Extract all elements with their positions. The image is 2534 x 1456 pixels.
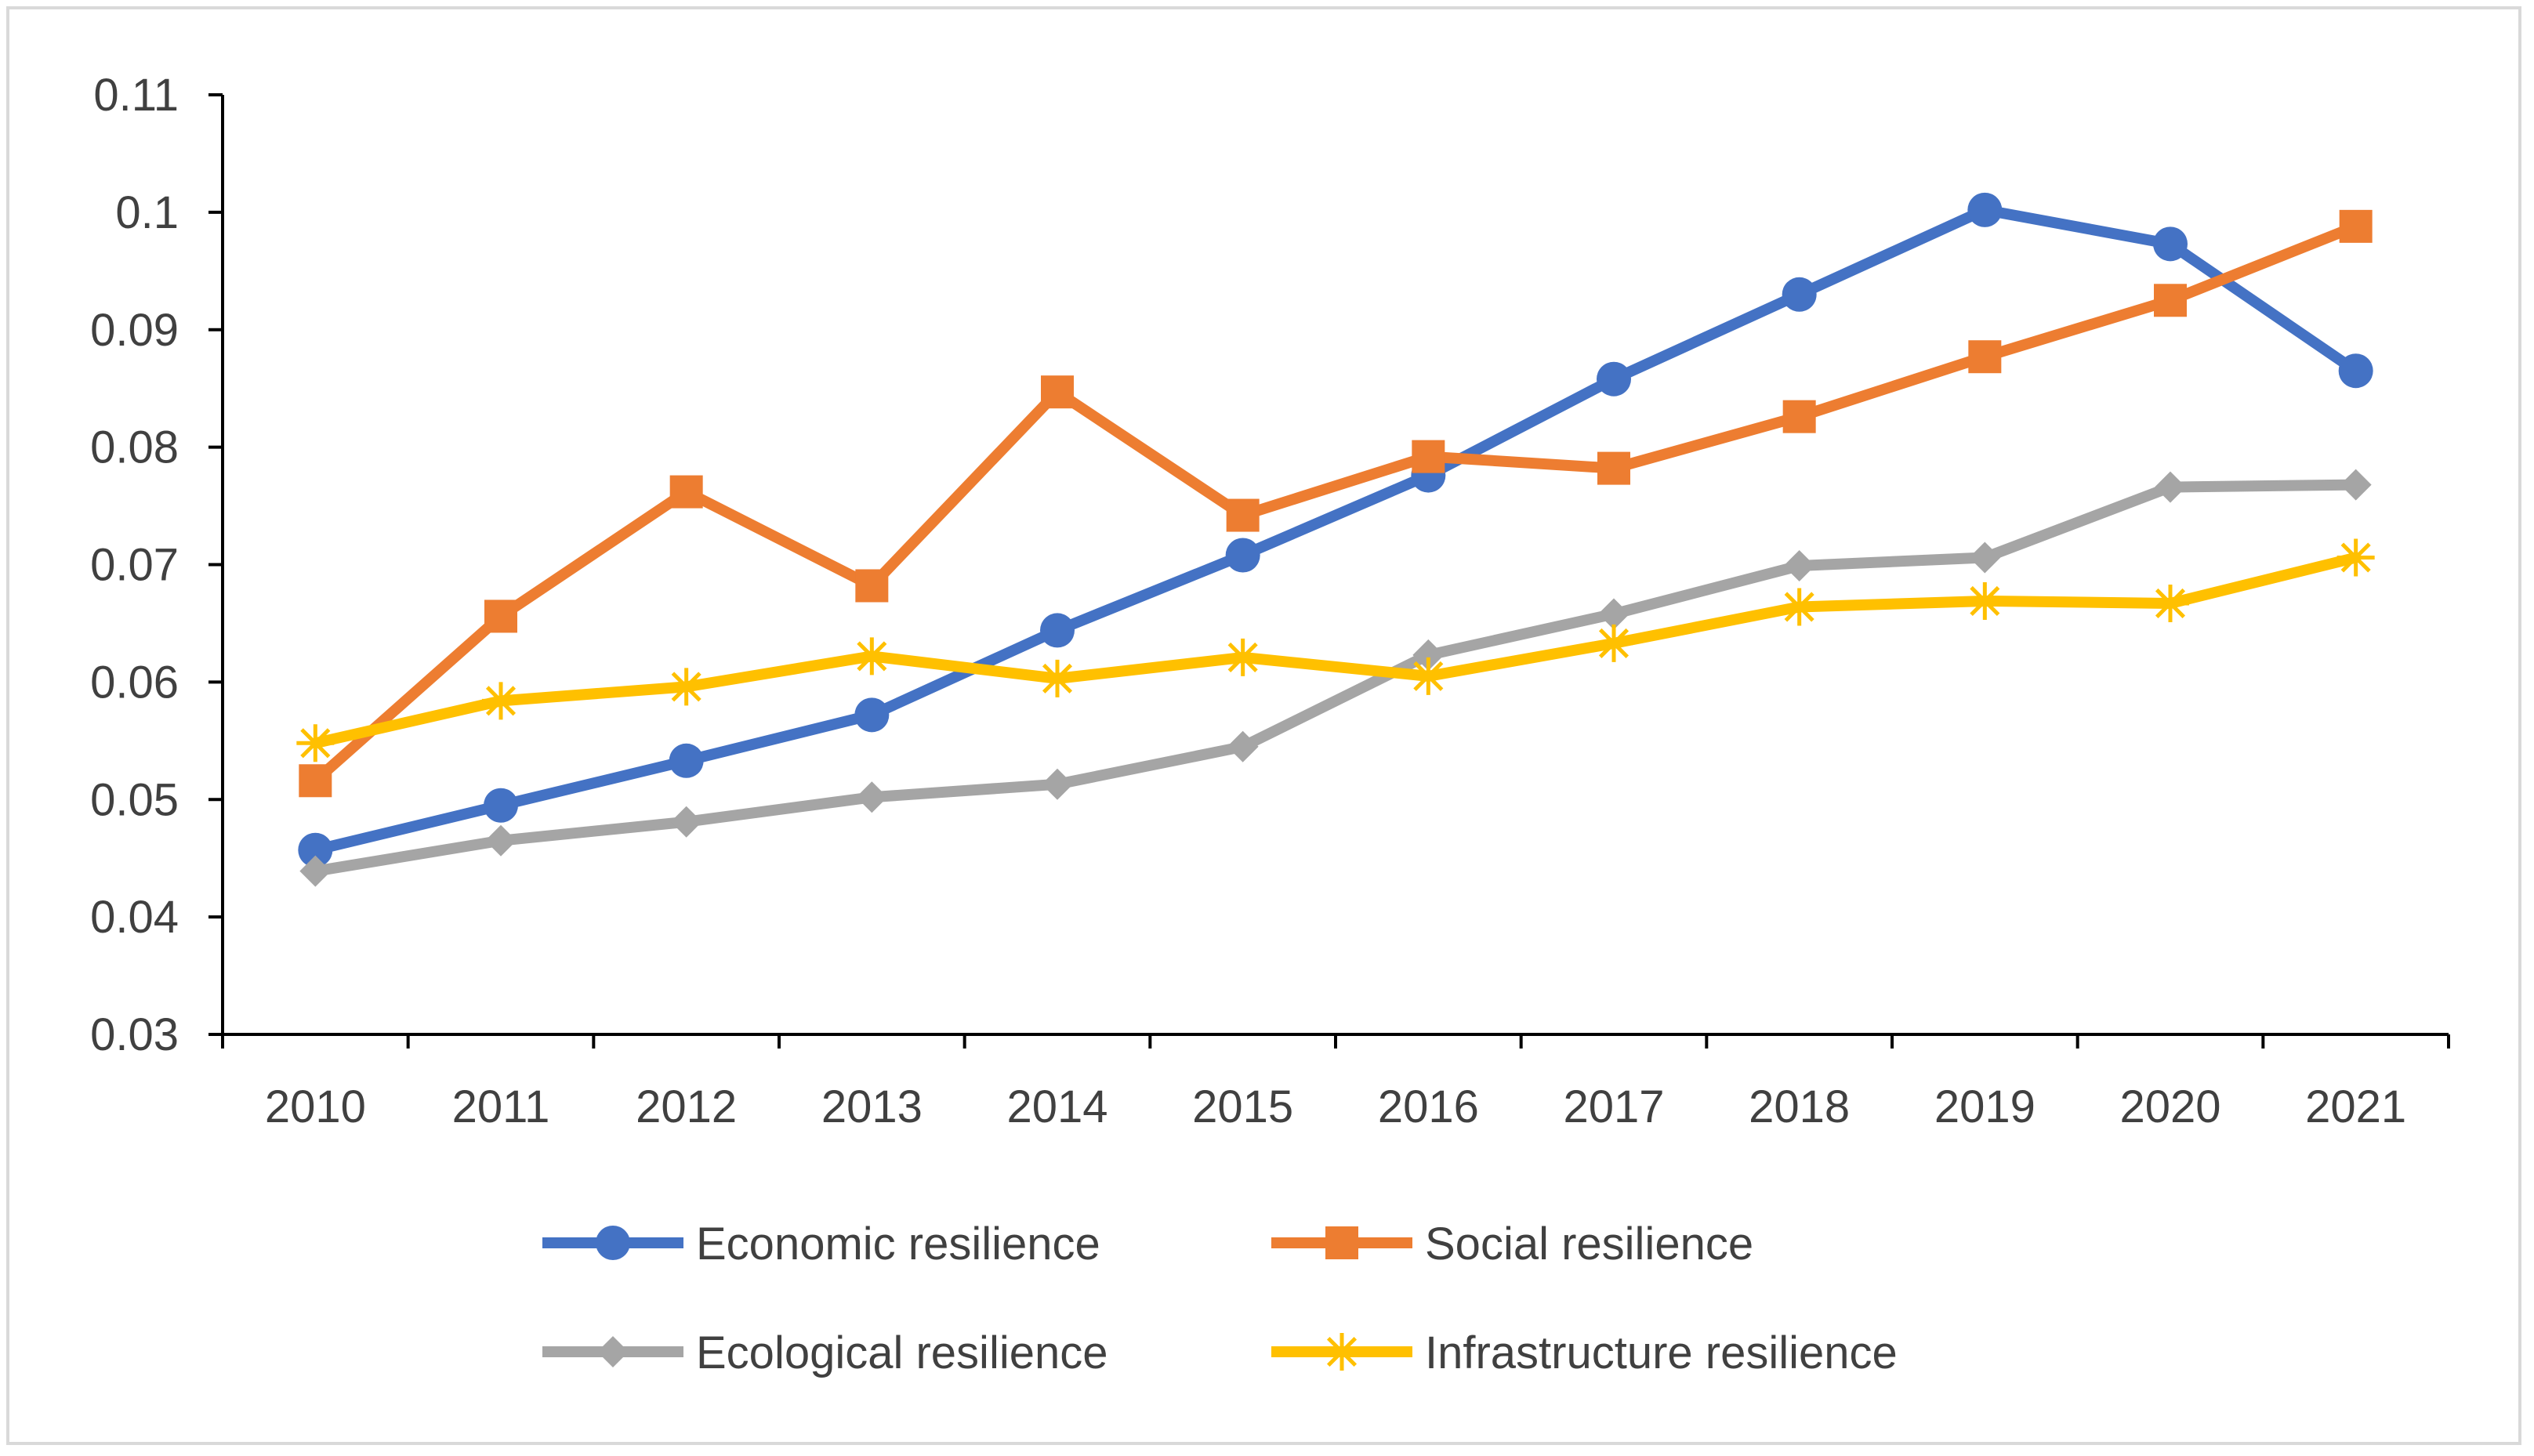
data-point: [485, 824, 517, 857]
data-point: [296, 724, 335, 762]
series-ecological-resilience: [299, 469, 2372, 887]
y-tick-label: 0.04: [90, 892, 179, 943]
data-point: [1595, 624, 1633, 662]
series-line: [310, 204, 2362, 856]
data-point: [667, 668, 705, 706]
series-lines: [296, 192, 2375, 887]
x-tick-label: 2013: [821, 1081, 923, 1132]
x-tick-label: 2015: [1192, 1081, 1293, 1132]
x-tick-label: 2010: [265, 1081, 366, 1132]
data-point: [670, 806, 702, 838]
data-point: [2338, 353, 2373, 389]
y-tick-label: 0.03: [90, 1009, 179, 1060]
data-point: [1968, 340, 2002, 374]
x-tick-label: 2014: [1006, 1081, 1107, 1132]
data-point: [1967, 192, 2003, 227]
series-infrastructure-resilience: [296, 538, 2375, 762]
data-point: [1041, 375, 1074, 409]
data-point: [2152, 584, 2189, 622]
data-point: [1780, 588, 1818, 626]
data-point: [1969, 541, 2001, 574]
data-point: [1409, 657, 1448, 695]
y-tick-label: 0.06: [90, 657, 179, 708]
legend-label: Infrastructure resilience: [1425, 1327, 1898, 1378]
series-line: [310, 220, 2362, 787]
y-tick-label: 0.07: [90, 540, 179, 591]
y-tick-label: 0.11: [93, 70, 179, 121]
x-tick-label: 2021: [2305, 1081, 2406, 1132]
data-point: [484, 599, 517, 633]
data-point: [1323, 1333, 1361, 1371]
data-point: [2336, 538, 2375, 577]
series-line: [310, 552, 2362, 749]
data-point: [1597, 451, 1630, 485]
y-tick-label: 0.08: [90, 422, 179, 473]
data-point: [299, 764, 332, 798]
data-point: [1039, 659, 1076, 697]
data-point: [1227, 730, 1259, 762]
x-tick-label: 2017: [1563, 1081, 1664, 1132]
legend-label: Ecological resilience: [696, 1327, 1107, 1378]
legend: Economic resilience Social resilience Ecol…: [542, 1219, 1898, 1378]
data-point: [298, 832, 333, 867]
data-point: [1225, 538, 1260, 573]
y-tick-label: 0.1: [115, 187, 179, 238]
data-point: [1782, 400, 1816, 433]
data-point: [596, 1226, 630, 1260]
x-axis: 2010 2011 2012 2013 2014 2015 2016 2017 2018 2019…: [221, 1033, 2450, 1132]
data-point: [299, 855, 332, 887]
data-point: [669, 743, 704, 778]
data-point: [1412, 639, 1445, 671]
data-point: [1042, 768, 1073, 800]
data-point: [2155, 471, 2186, 503]
data-point: [1966, 581, 2004, 620]
x-tick-label: 2019: [1934, 1081, 2036, 1132]
data-point: [856, 781, 888, 813]
y-axis: 0.03 0.04 0.05 0.06 0.07 0.08 0.09 0.1 0.11: [90, 70, 224, 1060]
legend-item: Social resilience: [1271, 1219, 1753, 1269]
y-tick-label: 0.09: [90, 305, 179, 356]
x-tick-label: 2018: [1749, 1081, 1850, 1132]
series-line: [310, 479, 2362, 877]
data-point: [1782, 277, 1817, 312]
data-point: [2153, 226, 2188, 262]
data-point: [855, 569, 889, 603]
data-point: [1597, 361, 1631, 397]
series-economic-resilience: [298, 192, 2373, 867]
data-point: [854, 697, 890, 733]
legend-label: Economic resilience: [696, 1219, 1100, 1269]
data-point: [1783, 549, 1815, 581]
chart-frame: 0.03 0.04 0.05 0.06 0.07 0.08 0.09 0.1 0.11 2010…: [6, 6, 2521, 1445]
data-point: [1226, 498, 1260, 532]
data-point: [1223, 638, 1262, 676]
data-point: [1040, 613, 1075, 648]
data-point: [1412, 440, 1445, 473]
data-point: [2340, 469, 2372, 501]
data-point: [2154, 284, 2187, 317]
x-tick-label: 2016: [1378, 1081, 1479, 1132]
legend-item: Ecological resilience: [542, 1327, 1107, 1378]
x-tick-label: 2020: [2119, 1081, 2220, 1132]
legend-item: Economic resilience: [542, 1219, 1100, 1269]
x-tick-label: 2011: [452, 1081, 550, 1132]
series-social-resilience: [299, 209, 2373, 798]
data-point: [1325, 1226, 1358, 1259]
y-tick-label: 0.05: [90, 774, 179, 825]
data-point: [853, 637, 891, 675]
legend-item: Infrastructure resilience: [1271, 1327, 1898, 1378]
data-point: [669, 475, 703, 509]
data-point: [484, 788, 518, 823]
x-tick-label: 2012: [636, 1081, 737, 1132]
legend-label: Social resilience: [1425, 1219, 1753, 1269]
data-point: [1598, 598, 1630, 630]
data-point: [482, 682, 520, 720]
line-chart: 0.03 0.04 0.05 0.06 0.07 0.08 0.09 0.1 0.11 2010…: [90, 70, 2450, 1378]
data-point: [597, 1336, 629, 1367]
data-point: [2339, 209, 2373, 243]
